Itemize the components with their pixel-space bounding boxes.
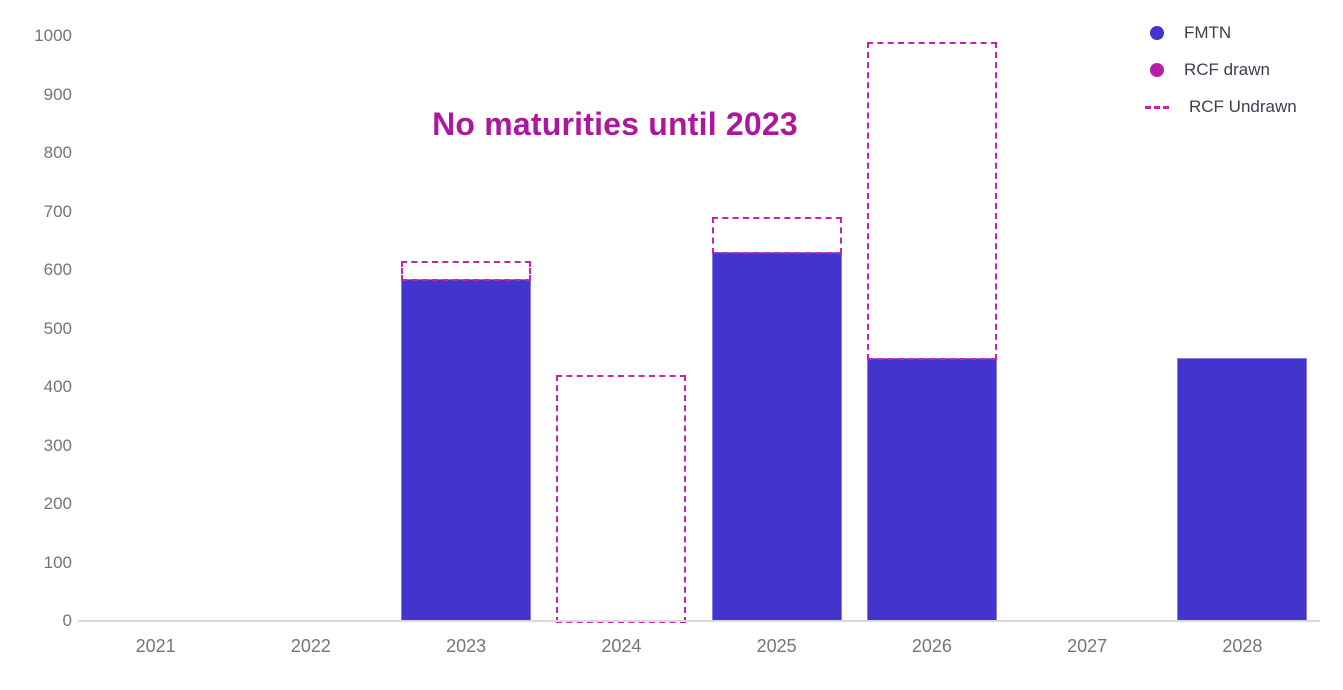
y-tick-label: 500: [43, 318, 72, 338]
legend-item-rcf-undrawn: RCF Undrawn: [1140, 96, 1297, 118]
fmtn-bar-2023: [401, 278, 532, 621]
legend-item-fmtn: FMTN: [1140, 22, 1297, 44]
y-tick-label: 800: [43, 143, 72, 162]
y-tick-label: 700: [43, 201, 72, 221]
y-tick-label: 100: [43, 552, 72, 572]
y-tick-label: 300: [43, 435, 72, 455]
x-tick-label: 2027: [1067, 636, 1108, 656]
x-axis-line: [78, 620, 1320, 622]
x-tick-label: 2022: [290, 636, 331, 656]
y-tick-label: 0: [62, 611, 72, 630]
rcf-drawn-circle-icon: [1150, 63, 1164, 77]
rcf-undrawn-box-2023: [401, 261, 532, 281]
x-tick-label: 2025: [756, 636, 797, 656]
legend-item-rcf-drawn: RCF drawn: [1140, 59, 1297, 81]
x-tick-label: 2024: [601, 636, 642, 656]
chart-title: No maturities until 2023: [432, 106, 798, 142]
x-tick-label: 2028: [1222, 636, 1263, 656]
rcf-undrawn-box-2026: [866, 41, 997, 360]
x-tick-label: 2023: [446, 636, 487, 656]
y-tick-label: 200: [43, 494, 72, 513]
y-tick-label: 400: [43, 377, 72, 396]
plot-area: [78, 36, 1320, 623]
fmtn-bar-2028: [1177, 357, 1308, 621]
x-tick-label: 2026: [911, 636, 952, 656]
legend-label-fmtn: FMTN: [1184, 23, 1232, 42]
y-tick-label: 1000: [34, 26, 72, 45]
fmtn-circle-icon: [1150, 26, 1164, 40]
legend-label-rcf-undrawn: RCF Undrawn: [1189, 97, 1297, 116]
legend-label-rcf-drawn: RCF drawn: [1184, 60, 1270, 79]
rcf-undrawn-dashed-line-icon: [1145, 105, 1169, 109]
rcf-undrawn-box-2025: [711, 217, 842, 255]
fmtn-bar-2026: [866, 357, 997, 621]
legend: FMTN RCF drawn RCF Undrawn: [1140, 22, 1297, 118]
y-tick-label: 900: [43, 84, 72, 104]
rcf-undrawn-box-2024: [556, 375, 687, 623]
y-tick-label: 600: [43, 260, 72, 279]
x-tick-label: 2021: [135, 636, 176, 656]
fmtn-bar-2025: [711, 252, 842, 621]
